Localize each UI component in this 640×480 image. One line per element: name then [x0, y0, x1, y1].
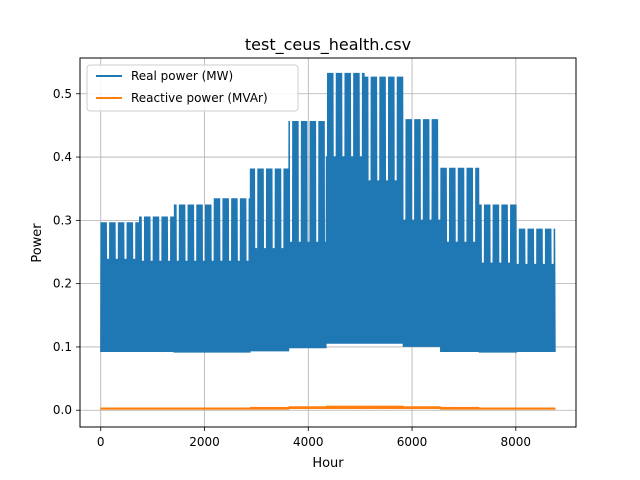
- chart-title: test_ceus_health.csv: [245, 35, 411, 55]
- x-tick-label: 0: [97, 435, 105, 449]
- reactive-power-line: [100, 405, 556, 410]
- legend: Real power (MW) Reactive power (MVAr): [86, 64, 299, 112]
- y-tick-label: 0.0: [53, 403, 72, 417]
- y-tick-label: 0.1: [53, 340, 72, 354]
- x-axis: 0 2000 4000 6000 8000: [97, 427, 531, 449]
- x-tick-label: 2000: [189, 435, 220, 449]
- legend-entry-label: Real power (MW): [131, 69, 233, 83]
- x-tick-label: 6000: [397, 435, 428, 449]
- x-tick-label: 4000: [293, 435, 324, 449]
- x-tick-label: 8000: [501, 435, 532, 449]
- real-power-line: [100, 72, 556, 353]
- x-axis-label: Hour: [312, 456, 344, 471]
- y-tick-label: 0.3: [53, 213, 72, 227]
- legend-box: [86, 64, 299, 112]
- plot-area: [100, 72, 556, 410]
- y-tick-label: 0.5: [53, 87, 72, 101]
- legend-entry-label: Reactive power (MVAr): [131, 91, 268, 105]
- axes-frame: [79, 57, 577, 428]
- y-axis-label: Power: [30, 223, 45, 263]
- y-tick-label: 0.2: [53, 277, 72, 291]
- y-tick-label: 0.4: [53, 150, 72, 164]
- y-axis: 0.0 0.1 0.2 0.3 0.4 0.5: [53, 87, 80, 417]
